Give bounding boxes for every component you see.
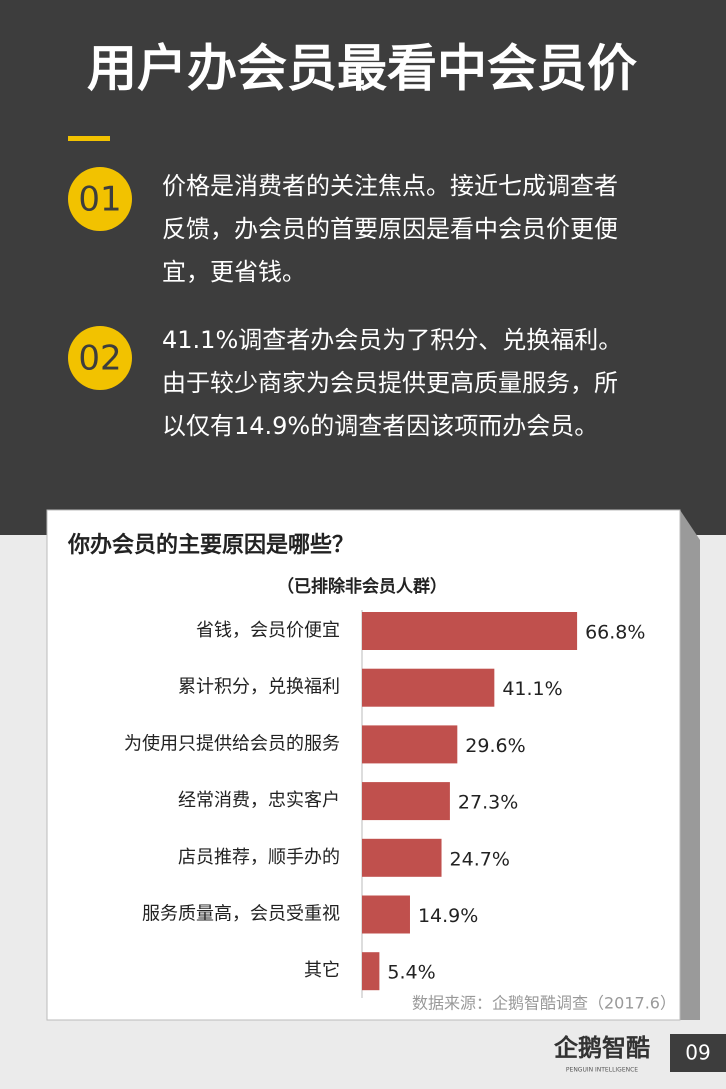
category-label: 其它 (304, 960, 340, 981)
header-background (0, 0, 726, 535)
badge-number: 02 (78, 339, 121, 379)
chart-subtitle: （已排除非会员人群） (277, 576, 447, 597)
page-number: 09 (685, 1041, 710, 1065)
bar (362, 895, 410, 934)
paragraph-line: 宜，更省钱。 (162, 258, 306, 286)
value-label: 66.8% (585, 622, 645, 644)
value-label: 41.1% (502, 678, 562, 700)
accent-line (68, 136, 110, 141)
category-label: 服务质量高，会员受重视 (142, 904, 340, 925)
value-label: 24.7% (450, 848, 510, 870)
value-label: 27.3% (458, 792, 518, 814)
paragraph-line: 反馈，办会员的首要原因是看中会员价更便 (162, 215, 618, 243)
category-label: 累计积分，兑换福利 (178, 677, 340, 698)
bar (362, 952, 380, 991)
badge (68, 167, 132, 231)
category-label: 店员推荐，顺手办的 (178, 847, 340, 868)
source: 数据来源：企鹅智酷调查（2017.6） (412, 994, 676, 1013)
value-label: 29.6% (465, 735, 525, 757)
bar (362, 782, 450, 821)
paragraph-line: 以仅有14.9%的调查者因该项而办会员。 (162, 412, 598, 440)
card-shadow (680, 510, 700, 1020)
badge (68, 326, 132, 390)
badge-number: 01 (78, 180, 121, 220)
page-box (670, 1034, 726, 1072)
paragraph-line: 价格是消费者的关注焦点。接近七成调查者 (162, 172, 618, 200)
title: 用户办会员最看中会员价 (87, 40, 637, 98)
bar (362, 725, 458, 764)
category-label: 为使用只提供给会员的服务 (124, 733, 340, 754)
chart-title: 你办会员的主要原因是哪些？ (67, 532, 354, 558)
bar (362, 612, 578, 650)
bar (362, 668, 495, 707)
paragraph-line: 由于较少商家为会员提供更高质量服务，所 (162, 369, 618, 397)
category-label: 经常消费，忠实客户 (178, 790, 340, 811)
logo: 企鹅智酷 (554, 1034, 650, 1062)
value-label: 5.4% (387, 962, 435, 984)
bar (362, 838, 442, 877)
category-label: 省钱，会员价便宜 (196, 620, 340, 641)
paragraph-line: 41.1%调查者办会员为了积分、兑换福利。 (162, 326, 622, 354)
value-label: 14.9% (418, 905, 478, 927)
logo-sub: PENGUIN INTELLIGENCE (566, 1067, 638, 1074)
chart-card (46, 509, 681, 1021)
